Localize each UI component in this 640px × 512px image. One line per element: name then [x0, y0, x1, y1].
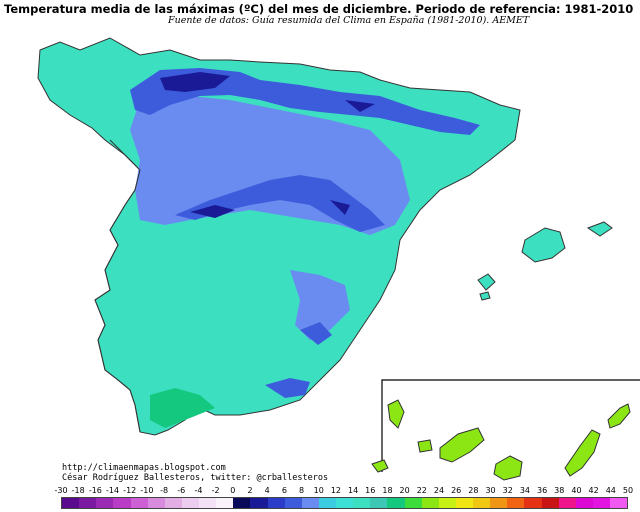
zone-cantabrian-peaks	[160, 72, 375, 112]
canary-islands-inset	[371, 379, 640, 481]
legend-swatch	[473, 498, 491, 508]
legend-swatch	[267, 498, 285, 508]
legend-tick-label: -12	[123, 486, 137, 495]
legend-swatch	[113, 498, 131, 508]
legend-tick-label: -6	[177, 486, 186, 495]
author-credit: César Rodríguez Ballesteros, twitter: @c…	[62, 473, 329, 483]
legend-tick-label: 18	[382, 486, 393, 495]
legend-tick-label: 42	[588, 486, 599, 495]
legend-swatch	[336, 498, 354, 508]
legend-swatch	[199, 498, 217, 508]
island-tenerife	[439, 427, 485, 463]
legend-swatch	[592, 498, 610, 508]
legend-swatch	[438, 498, 456, 508]
legend-tick-label: 14	[347, 486, 359, 495]
legend-swatch	[558, 498, 576, 508]
legend-swatch	[353, 498, 371, 508]
legend-tick-label: -10	[140, 486, 154, 495]
island-la-gomera	[417, 439, 433, 453]
legend-swatch	[233, 498, 251, 508]
legend-tick-label: 24	[433, 486, 445, 495]
legend-tick-label: 6	[281, 486, 287, 495]
legend-swatch	[96, 498, 114, 508]
legend-tick-label: 50	[622, 486, 634, 495]
legend-swatch	[610, 498, 628, 508]
island-fuerteventura	[564, 429, 601, 477]
legend-swatch	[507, 498, 525, 508]
legend-tick-label: 8	[298, 486, 305, 495]
legend-labels: -30 -18 -16 -14 -12 -10 -8 -6 -4 -2 0 2 4 6 8 10 12 14 16 1…	[0, 486, 640, 498]
island-gran-canaria	[493, 455, 523, 481]
legend-tick-label: 16	[365, 486, 376, 495]
island-menorca	[586, 221, 613, 237]
legend-tick-label: 10	[313, 486, 324, 495]
inset-frame	[381, 379, 640, 472]
legend-swatch	[370, 498, 388, 508]
map-title: Temperatura media de las máximas (ºC) de…	[4, 2, 634, 16]
zone-la-mancha	[290, 270, 350, 340]
legend-tick-label: 22	[416, 486, 427, 495]
legend-tick-label: 40	[571, 486, 582, 495]
island-lanzarote	[607, 403, 631, 429]
data-source: Fuente de datos: Guía resumida del Clima…	[168, 15, 530, 26]
island-formentera	[479, 291, 491, 301]
legend-swatch	[301, 498, 319, 508]
legend-swatch	[147, 498, 165, 508]
legend-swatch	[387, 498, 405, 508]
legend-tick-label: 28	[468, 486, 479, 495]
zone-guadalquivir-coast	[150, 388, 215, 428]
zone-sistema-central	[175, 175, 385, 232]
legend-tick-label: 36	[536, 486, 548, 495]
legend-tick-label: 44	[605, 486, 616, 495]
legend-swatch	[181, 498, 199, 508]
legend-tick-label: -16	[88, 486, 102, 495]
portugal-border	[94, 139, 141, 433]
legend-tick-label: 38	[554, 486, 565, 495]
island-ibiza	[477, 273, 496, 291]
legend-tick-label: -2	[211, 486, 220, 495]
legend-swatch	[284, 498, 302, 508]
zone-sierra-nevada	[265, 322, 332, 398]
iberian-peninsula	[37, 37, 521, 436]
island-el-hierro	[371, 459, 389, 473]
credits: http://climaenmapas.blogspot.com César R…	[62, 463, 328, 483]
legend-tick-label: -8	[160, 486, 169, 495]
legend-tick-label: 34	[519, 486, 530, 495]
balearic-islands	[477, 221, 613, 301]
legend-tick-label: 30	[485, 486, 496, 495]
legend-tick-label: 0	[230, 486, 236, 495]
legend-tick-label: -4	[194, 486, 203, 495]
island-la-palma	[387, 399, 405, 429]
legend-swatch	[575, 498, 593, 508]
legend-swatch	[130, 498, 148, 508]
legend-tick-label: -14	[105, 486, 120, 495]
legend-tick-label: 4	[264, 486, 270, 495]
legend-tick-label: 32	[502, 486, 513, 495]
legend-swatch	[524, 498, 542, 508]
legend-tick-label: 2	[247, 486, 253, 495]
legend-swatch	[490, 498, 508, 508]
legend-swatch	[79, 498, 97, 508]
legend-tick-label: 26	[451, 486, 462, 495]
legend-swatch	[164, 498, 182, 508]
blog-link[interactable]: http://climaenmapas.blogspot.com	[62, 463, 226, 473]
island-mallorca	[521, 227, 566, 263]
legend-swatch	[62, 498, 80, 508]
legend-swatch	[318, 498, 336, 508]
legend-swatch	[216, 498, 234, 508]
legend-swatch	[250, 498, 268, 508]
legend-swatch	[421, 498, 439, 508]
legend-tick-label: 20	[399, 486, 410, 495]
legend-tick-label: -30	[54, 486, 68, 495]
legend-tick-label: -18	[71, 486, 85, 495]
portugal-border-line	[94, 139, 141, 433]
color-legend	[61, 497, 628, 509]
legend-tick-label: 12	[330, 486, 341, 495]
zone-sistema-central-peaks	[190, 200, 350, 218]
legend-swatch	[455, 498, 473, 508]
legend-swatch	[541, 498, 559, 508]
legend-swatch	[404, 498, 422, 508]
